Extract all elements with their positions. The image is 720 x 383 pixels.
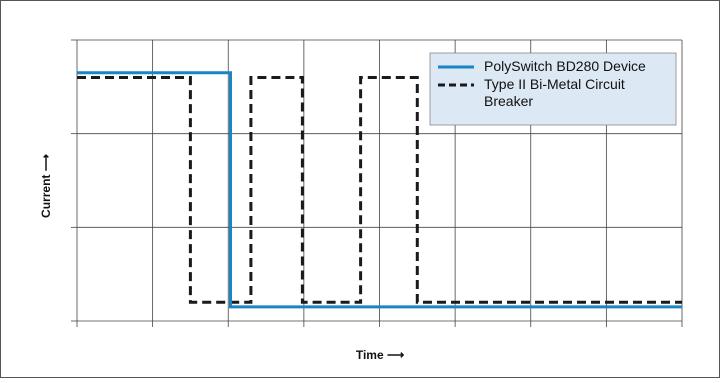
legend-box — [429, 52, 677, 126]
series-line-polyswitch — [77, 71, 682, 309]
series-line-circuit-breaker — [77, 76, 682, 304]
y-axis-label: Current ⟶ — [39, 154, 53, 218]
legend: PolySwitch BD280 Device Type II Bi-Metal … — [429, 52, 677, 126]
x-axis-label: Time ⟶ — [356, 348, 404, 362]
legend-label: PolySwitch BD280 Device — [484, 58, 646, 74]
series-group — [77, 71, 682, 309]
legend-label: Type II Bi-Metal Circuit Breaker — [484, 76, 625, 109]
